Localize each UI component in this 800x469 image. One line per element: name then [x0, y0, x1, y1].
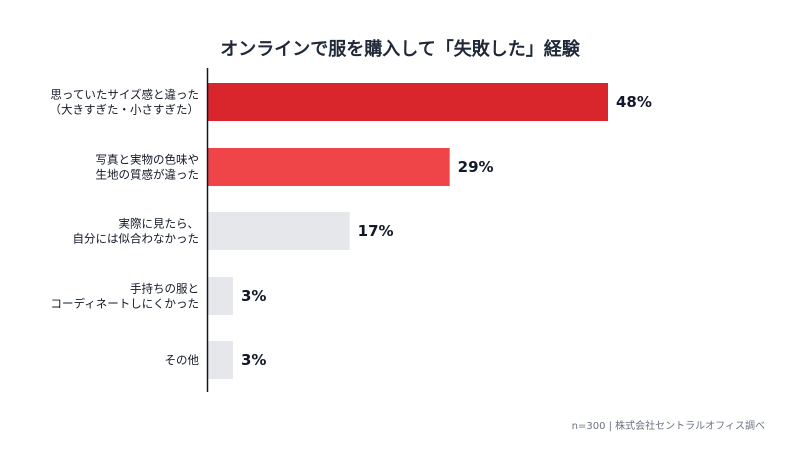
bars-group: [208, 83, 608, 379]
category-label-3-line-1: コーディネートしにくかった: [51, 297, 199, 311]
chart-title: オンラインで服を購入して「失敗した」経験: [220, 38, 580, 60]
footnote: n=300 | 株式会社セントラルオフィス調べ: [572, 419, 765, 432]
bar-4: [208, 341, 233, 379]
category-label-3-line-0: 手持ちの服と: [130, 282, 199, 296]
value-label-2: 17%: [358, 222, 394, 240]
value-label-4: 3%: [241, 351, 266, 369]
category-label-2-line-1: 自分には似合わなかった: [73, 232, 200, 246]
category-labels-group: 思っていたサイズ感と違った（大きすぎた・小さすぎた） 写真と実物の色味や生地の質感…: [50, 88, 200, 368]
bar-0: [208, 83, 608, 121]
value-label-1: 29%: [458, 158, 494, 176]
value-label-0: 48%: [616, 93, 652, 111]
bar-2: [208, 212, 350, 250]
value-labels-group: 48% 29% 17% 3% 3%: [241, 93, 652, 369]
category-label-1-line-0: 写真と実物の色味や: [96, 153, 200, 167]
bar-3: [208, 277, 233, 315]
category-label-4-line-0: その他: [165, 353, 200, 367]
bar-1: [208, 148, 450, 186]
category-label-0-line-1: （大きすぎた・小さすぎた）: [50, 103, 200, 117]
value-label-3: 3%: [241, 287, 266, 305]
category-label-2-line-0: 実際に見たら、: [119, 217, 200, 231]
category-label-0-line-0: 思っていたサイズ感と違った: [50, 88, 199, 102]
category-label-1-line-1: 生地の質感が違った: [96, 168, 200, 182]
